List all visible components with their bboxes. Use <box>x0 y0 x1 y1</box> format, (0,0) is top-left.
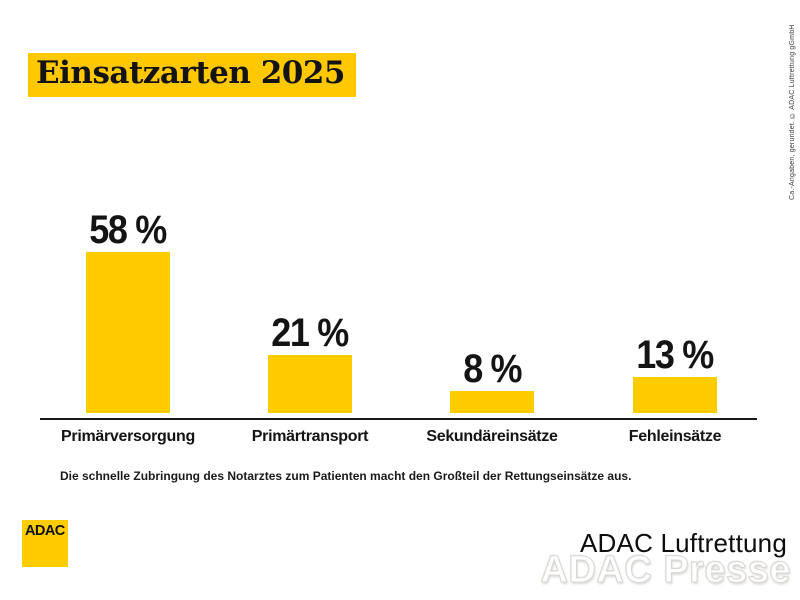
bar-column: 8 % <box>402 200 582 413</box>
bar-value-label: 13 % <box>636 333 715 377</box>
bar <box>86 252 170 413</box>
bar <box>450 391 534 413</box>
bar-column: 21 % <box>220 200 400 413</box>
chart-title-box: Einsatzarten 2025 <box>28 53 356 97</box>
bar <box>268 355 352 413</box>
bar-column: 58 % <box>38 200 218 413</box>
bar-value-label: 8 % <box>463 347 522 391</box>
bar-column: 13 % <box>585 200 765 413</box>
bar-value-label: 58 % <box>89 208 168 252</box>
chart-title: Einsatzarten 2025 <box>36 55 345 91</box>
bar-value-label: 21 % <box>271 311 350 355</box>
press-watermark: ADAC Presse <box>540 549 791 591</box>
adac-luftrettung-wordmark: ADAC Luftrettung <box>580 528 787 558</box>
category-label: Sekundäreinsätze <box>426 428 558 445</box>
adac-logo: ADAC <box>22 520 68 567</box>
adac-logo-text: ADAC <box>25 522 65 539</box>
bar <box>633 377 717 413</box>
footnote: Die schnelle Zubringung des Notarztes zu… <box>60 469 632 483</box>
x-axis-line <box>40 418 757 420</box>
category-label: Fehleinsätze <box>628 428 722 445</box>
category-label: Primärversorgung <box>61 428 195 445</box>
category-label: Primärtransport <box>251 428 369 445</box>
